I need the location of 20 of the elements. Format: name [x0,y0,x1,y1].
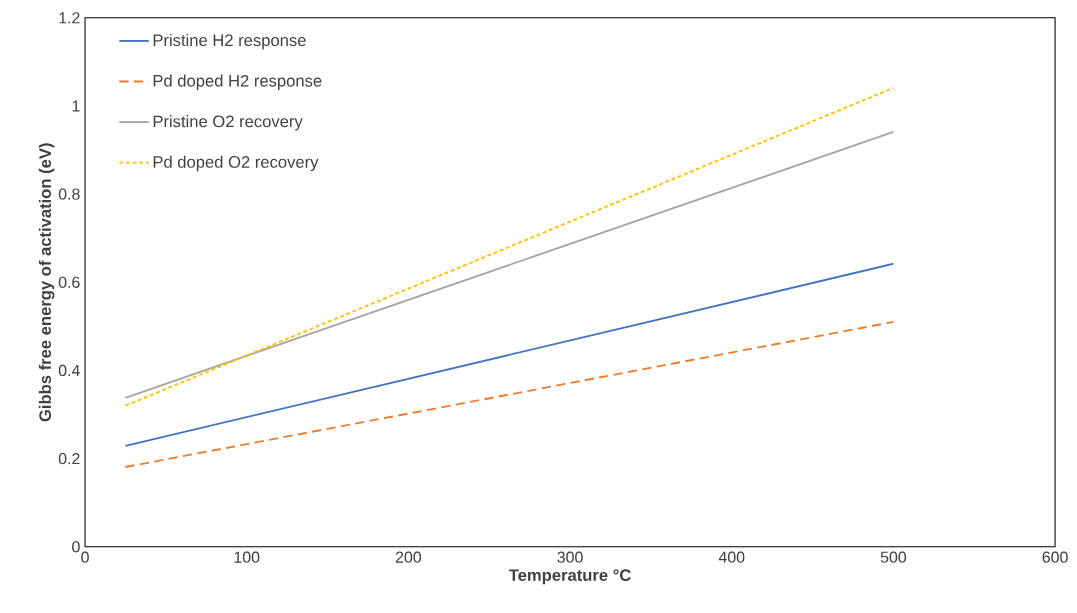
y-tick-label: 1.2 [59,12,80,24]
x-tick-label: 200 [395,551,422,563]
x-tick-label: 0 [81,551,89,563]
y-tick-label: 0.2 [58,453,80,465]
x-tick-label: 100 [234,551,260,563]
y-tick-label: 0 [72,541,80,553]
legend-label: Pd doped H2 response [153,74,322,90]
y-tick-label: 0.8 [58,188,80,200]
x-tick-label: 300 [557,551,583,563]
x-tick-label: 400 [718,551,745,563]
legend-label: Pristine O2 recovery [153,115,303,131]
x-axis-title: Temperature °C [508,569,631,585]
x-tick-label: 600 [1042,551,1068,563]
y-axis-title: Gibbs free energy of activation (eV) [38,143,55,422]
legend-label: Pristine H2 response [153,33,306,50]
y-tick-label: 0.6 [58,276,80,288]
x-tick-label: 500 [880,551,907,563]
legend-label: Pd doped O2 recovery [153,155,319,172]
y-tick-label: 1 [72,100,80,112]
y-tick-label: 0.4 [58,364,80,377]
